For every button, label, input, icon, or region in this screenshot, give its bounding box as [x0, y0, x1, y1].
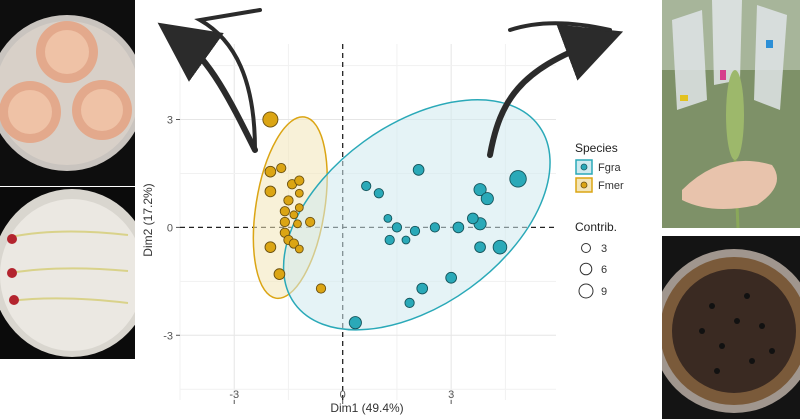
point-fgra: [361, 180, 372, 192]
point-fgra: [348, 316, 362, 330]
petri-dish-colonies-illustration: [0, 15, 135, 171]
confidence-ellipses: [252, 99, 551, 331]
legend-key-fmer: [580, 181, 588, 189]
arrow-left-decoration: [157, 22, 258, 153]
x-tick-label: 3: [448, 389, 454, 401]
point-fgra: [412, 164, 425, 176]
point-fmer: [293, 219, 302, 229]
point-fmer: [264, 185, 277, 198]
point-fgra: [474, 241, 486, 254]
point-fmer: [294, 175, 305, 186]
arrow-left-tail-decoration: [194, 8, 262, 152]
seed: [7, 268, 17, 278]
plot-panel: -3 0 3 -3 0 3: [163, 44, 556, 404]
legend-contrib-title: Contrib.: [575, 220, 617, 234]
point-fmer: [305, 216, 316, 228]
point-fmer: [279, 216, 290, 228]
point-fgra: [452, 221, 465, 234]
legend: Species Fgra Fmer Contrib. 3 6 9: [575, 141, 624, 299]
ellipse-fgra: [282, 99, 551, 331]
axis-ticks: -3 0 3 -3 0 3: [163, 115, 454, 404]
legend-item-fgra: Fgra: [575, 159, 622, 175]
point-fgra: [480, 192, 494, 206]
legend-size-3: 3: [581, 243, 607, 255]
arrow-right-tail-decoration: [508, 21, 612, 32]
point-fgra: [473, 183, 487, 197]
arrow-right-decoration: [487, 24, 624, 158]
point-fmer: [294, 188, 304, 198]
point-fgra: [404, 297, 415, 309]
point-fmer: [273, 268, 286, 280]
petri-dish-seedlings-photo: [0, 187, 135, 359]
legend-size-label-3: 3: [601, 243, 607, 255]
petri-dish-perithecia-photo: [662, 236, 800, 419]
petri-dish-fungal-colonies-photo: [0, 0, 135, 186]
point-fgra: [384, 234, 395, 246]
point-fmer: [279, 206, 290, 217]
point-fgra: [429, 222, 440, 233]
point-fmer: [294, 244, 304, 254]
point-fmer: [276, 162, 287, 174]
point-fmer: [294, 203, 304, 213]
legend-key-fgra: [580, 163, 588, 171]
wheat-spike: [726, 70, 744, 160]
point-fmer: [264, 165, 277, 178]
legend-size-label-9: 9: [601, 286, 607, 298]
x-axis-title: Dim1 (49.4%): [330, 401, 403, 415]
legend-size-label-6: 6: [601, 264, 607, 276]
x-tick-label: -3: [229, 389, 239, 401]
legend-item-fmer: Fmer: [575, 177, 624, 193]
point-fgra: [445, 271, 457, 284]
filter-paper: [0, 199, 135, 351]
point-fmer: [264, 241, 277, 254]
point-fmer: [283, 195, 294, 206]
point-fgra: [391, 222, 403, 233]
legend-species-title: Species: [575, 141, 618, 155]
perithecia-dish-illustration: [662, 249, 800, 413]
legend-size-9: 9: [578, 283, 607, 299]
legend-size-6: 6: [579, 262, 607, 276]
point-fmer: [262, 111, 279, 128]
point-fgra: [416, 282, 429, 295]
hand: [682, 160, 777, 209]
seed: [9, 295, 19, 305]
x-tick-label: 0: [340, 389, 346, 401]
wheat-field-illustration: [662, 0, 800, 228]
seedling-dish-illustration: [0, 189, 135, 357]
legend-label-fmer: Fmer: [598, 180, 624, 192]
point-fgra: [467, 212, 479, 225]
data-points: [262, 111, 527, 330]
point-fgra: [383, 214, 393, 223]
y-axis-title: Dim2 (17.2%): [141, 183, 155, 256]
point-fgra: [509, 170, 527, 188]
legend-label-fgra: Fgra: [598, 162, 622, 174]
point-fgra: [401, 235, 411, 245]
seed: [7, 234, 17, 244]
point-fgra: [492, 239, 508, 255]
y-tick-label: 3: [167, 115, 173, 127]
wheat-spike-hand-photo: [662, 0, 800, 228]
point-fgra: [409, 225, 421, 237]
y-tick-label: 0: [167, 222, 173, 234]
y-tick-label: -3: [163, 330, 173, 342]
point-fgra: [373, 188, 384, 199]
point-fmer: [289, 210, 299, 220]
point-fmer: [315, 283, 327, 294]
